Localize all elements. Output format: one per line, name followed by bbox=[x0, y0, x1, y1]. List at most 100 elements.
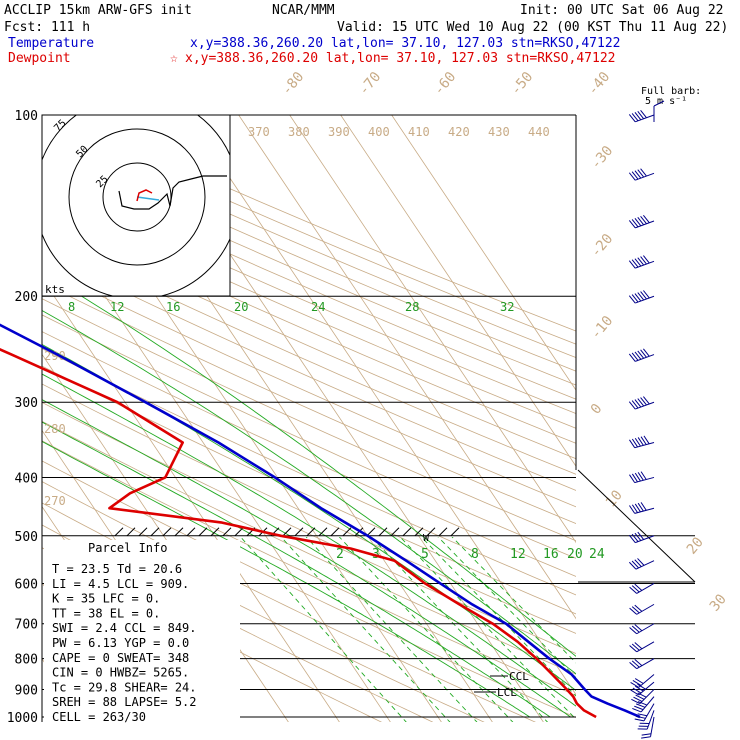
wind-barb-staff bbox=[635, 220, 655, 229]
mixing-ratio-line bbox=[305, 537, 478, 722]
wind-barb-flag bbox=[629, 645, 638, 653]
wind-barb-flag bbox=[628, 114, 636, 123]
wind-barb-flag bbox=[630, 689, 639, 696]
isotherm-line bbox=[187, 115, 576, 696]
wind-barb-flag bbox=[631, 585, 640, 593]
mixing-ratio-label: 24 bbox=[589, 547, 605, 562]
hodograph-frame bbox=[41, 114, 231, 297]
wind-barb bbox=[637, 710, 655, 730]
hatch-mark bbox=[162, 527, 172, 537]
wind-barb-flag bbox=[634, 685, 644, 692]
wind-barb-flag bbox=[631, 504, 638, 513]
hatch-mark bbox=[390, 527, 400, 537]
wind-barb bbox=[629, 583, 655, 594]
wind-barb-flag bbox=[631, 113, 639, 122]
dewpoint-station-info: x,y=388.36,260.20 lat,lon= 37.10, 127.03… bbox=[185, 51, 615, 66]
ccl-label: CCL bbox=[509, 670, 529, 683]
wind-barb-flag bbox=[634, 112, 642, 121]
hatch-mark bbox=[426, 527, 436, 537]
mixing-ratio-label: 2 bbox=[336, 547, 344, 562]
barb-legend-line2: 5 m s⁻¹ bbox=[645, 96, 687, 107]
temperature-legend-label: Temperature bbox=[8, 36, 94, 51]
wind-barb-staff bbox=[634, 507, 655, 514]
wind-barb-flag bbox=[634, 559, 642, 567]
hodograph-trace bbox=[118, 175, 227, 210]
dry-adiabat-line bbox=[42, 440, 576, 696]
dry-adiabat-line bbox=[42, 141, 576, 372]
barb-legend-flag bbox=[653, 100, 665, 107]
wind-barb-flag bbox=[643, 435, 650, 445]
temperature-station-info: x,y=388.36,260.20 lat,lon= 37.10, 127.03… bbox=[190, 36, 620, 51]
wind-barb-flag bbox=[631, 625, 640, 633]
wind-barb-staff bbox=[635, 401, 655, 410]
theta-e-label: 20 bbox=[234, 300, 248, 314]
parcel-info-background bbox=[44, 540, 240, 722]
wind-barb-flag bbox=[631, 400, 639, 409]
wind-barb-staff bbox=[636, 623, 655, 635]
pressure-tick-label: 900 bbox=[15, 683, 38, 698]
model-title: ACCLIP 15km ARW-GFS init bbox=[4, 3, 192, 18]
hatch-mark bbox=[306, 527, 316, 537]
wind-barb bbox=[629, 623, 655, 635]
wind-barb-flag bbox=[640, 349, 647, 358]
wind-barb-flag bbox=[637, 350, 645, 359]
wind-barb bbox=[629, 502, 655, 514]
theta-label: 400 bbox=[368, 125, 390, 139]
wind-barb-flag bbox=[631, 560, 639, 569]
wind-barb-flag bbox=[629, 439, 636, 448]
wind-barb-flag bbox=[641, 736, 651, 739]
wind-barb-flag bbox=[637, 692, 647, 698]
pressure-tick-label: 600 bbox=[15, 577, 38, 592]
wind-barb-staff bbox=[635, 260, 655, 269]
mixing-ratio-line bbox=[437, 537, 576, 679]
wind-barb-flag bbox=[634, 705, 644, 711]
wind-barb-flag bbox=[634, 532, 642, 541]
wind-barb-staff bbox=[646, 710, 655, 730]
parcel-info-panel: Parcel Info T = 23.5 Td = 20.6LI = 4.5 L… bbox=[44, 540, 240, 724]
institution-label: NCAR/MMM bbox=[272, 3, 335, 18]
wind-barb bbox=[628, 558, 655, 570]
wind-barb-flag bbox=[643, 396, 650, 405]
wind-barb bbox=[641, 716, 655, 739]
wind-barb-flag bbox=[643, 214, 650, 224]
wind-barb-flag bbox=[632, 707, 642, 713]
wind-barb-staff bbox=[634, 442, 655, 449]
lcl-marker: LCL bbox=[474, 686, 517, 699]
theta-label: 420 bbox=[448, 125, 470, 139]
mixing-ratio-line bbox=[338, 537, 514, 722]
hatch-mark bbox=[138, 527, 148, 537]
dry-adiabat-line bbox=[42, 282, 576, 524]
wind-barb-flag bbox=[631, 352, 639, 361]
mixing-ratio-line bbox=[451, 537, 576, 664]
pressure-tick-label: 300 bbox=[15, 396, 38, 411]
wind-barb-flag bbox=[629, 627, 638, 635]
wind-barb-flag bbox=[634, 437, 641, 447]
wind-barb bbox=[632, 696, 655, 713]
mixing-ratio-label: 20 bbox=[567, 547, 583, 562]
wind-barb-flag bbox=[630, 681, 639, 688]
theta-label: 440 bbox=[528, 125, 550, 139]
mixing-ratio-label: 12 bbox=[510, 547, 526, 562]
wind-barb-staff bbox=[640, 696, 655, 713]
wind-barbs bbox=[628, 109, 655, 739]
wind-barb-flag bbox=[631, 294, 639, 303]
wind-barb-staff bbox=[636, 603, 655, 615]
wind-barb-staff bbox=[635, 535, 655, 544]
wind-barb-flag bbox=[634, 258, 642, 267]
wind-barb-flag bbox=[628, 353, 636, 362]
wind-barb-flag bbox=[628, 534, 636, 543]
hatch-mark bbox=[198, 527, 208, 537]
theta-e-label: 12 bbox=[110, 300, 124, 314]
hatch-mark bbox=[282, 527, 292, 537]
hatch-mark bbox=[114, 527, 124, 537]
hatch-mark bbox=[294, 527, 304, 537]
wind-barb-flag bbox=[634, 604, 643, 612]
isotherm-label: 20 bbox=[684, 534, 707, 557]
isotherm-label: -30 bbox=[588, 143, 617, 173]
wind-barb-flag bbox=[628, 260, 636, 269]
theta-e-label: 28 bbox=[405, 300, 419, 314]
dry-adiabat-line bbox=[42, 222, 576, 460]
dry-adiabat-line bbox=[42, 128, 576, 358]
